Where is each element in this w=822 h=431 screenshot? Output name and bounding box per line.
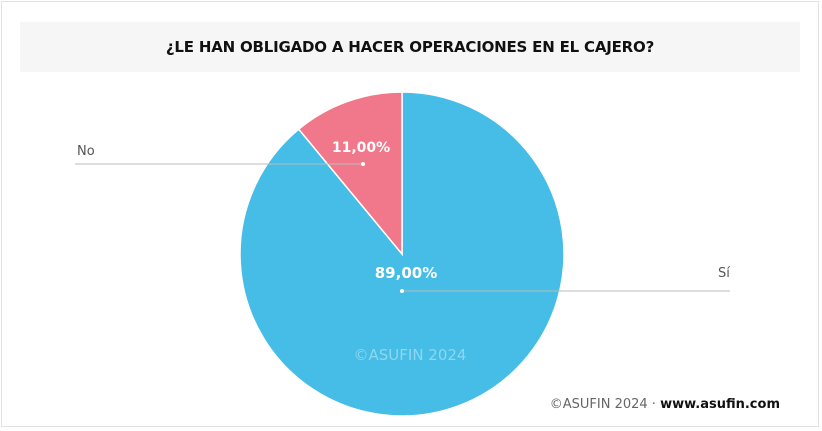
chart-title: ¿LE HAN OBLIGADO A HACER OPERACIONES EN … [165,38,655,56]
watermark: ©ASUFIN 2024 [354,346,467,364]
footer-copyright: ©ASUFIN 2024 · [549,397,656,412]
footer: ©ASUFIN 2024 · www.asufin.com [550,397,780,412]
title-banner: ¿LE HAN OBLIGADO A HACER OPERACIONES EN … [20,22,800,72]
category-label-no: No [77,144,95,159]
value-label-no: 11,00% [332,140,390,156]
value-label-si: 89,00% [375,264,437,282]
category-label-si: Sí [718,266,730,281]
leader-dot-no [361,162,365,166]
leader-dot-si [400,289,404,293]
footer-website[interactable]: www.asufin.com [660,397,780,412]
pie-slice-1 [297,91,403,257]
